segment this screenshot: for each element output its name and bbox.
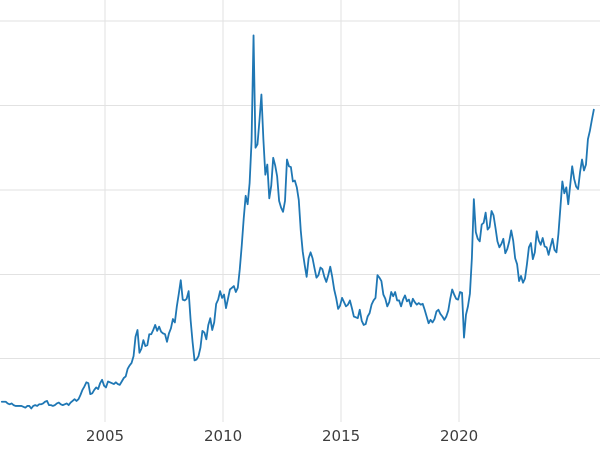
x-tick-label: 2010 <box>204 427 242 445</box>
x-tick-label: 2005 <box>86 427 124 445</box>
x-tick-label: 2015 <box>322 427 360 445</box>
vertical-gridlines <box>104 0 460 422</box>
horizontal-gridlines <box>0 20 600 360</box>
price-line-series <box>0 34 595 410</box>
x-tick-label: 2020 <box>440 427 478 445</box>
x-axis-tick-labels: 2005 2010 2015 2020 <box>86 427 478 445</box>
